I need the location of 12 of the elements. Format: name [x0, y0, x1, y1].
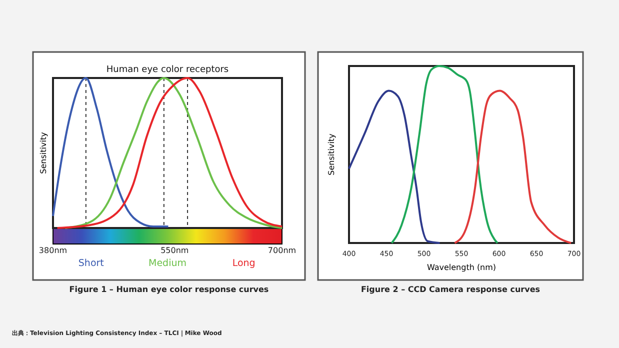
y-axis-title: Sensitivity: [327, 133, 336, 176]
text: Long: [232, 258, 256, 269]
caption: Figure 2 – CCD Camera response curves: [360, 285, 540, 294]
x-tick-label: 550nm: [160, 246, 189, 255]
chart-title: Human eye color receptors: [106, 65, 229, 75]
text: Short: [78, 258, 104, 269]
y-axis-title: Sensitivity: [39, 132, 48, 174]
caption: Figure 1 – Human eye color response curves: [69, 285, 269, 294]
x-tick-label: 380nm: [38, 246, 68, 255]
x-tick-label: 700nm: [268, 246, 296, 255]
text: Medium: [148, 258, 186, 269]
x-axis-title: Wavelength (nm): [426, 263, 496, 272]
